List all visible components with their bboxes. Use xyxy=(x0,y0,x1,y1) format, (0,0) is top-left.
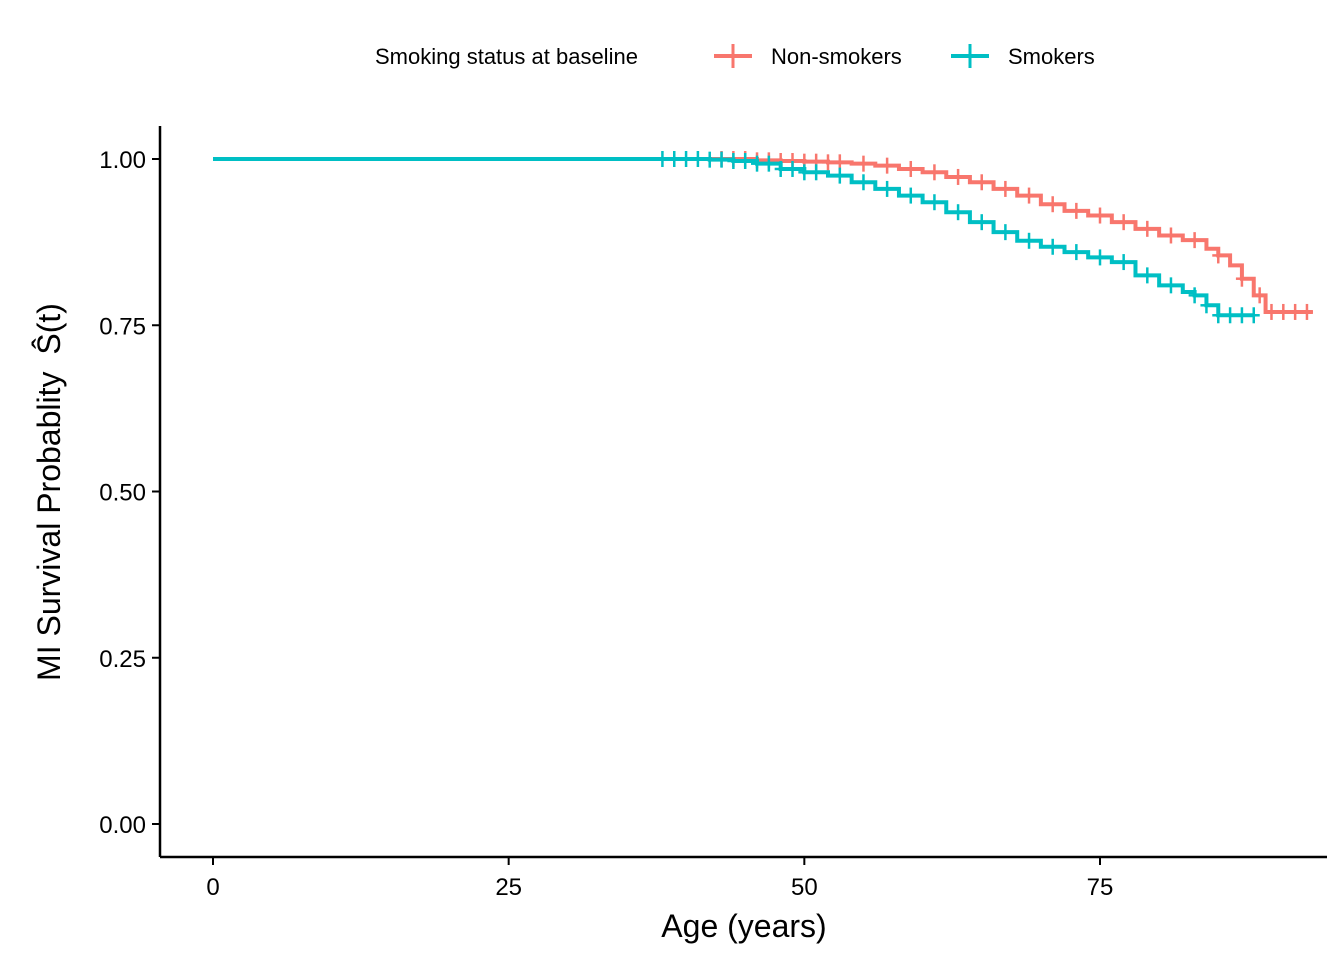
y-tick-label: 0.00 xyxy=(99,812,146,839)
y-axis-title-symbol: Ŝ(t) xyxy=(31,303,67,355)
censor-mark-smokers xyxy=(1200,297,1213,314)
censor-mark-non-smokers xyxy=(1277,303,1290,320)
censor-mark-smokers xyxy=(751,155,764,172)
series-non-smokers xyxy=(213,151,1313,320)
censor-mark-non-smokers xyxy=(1188,232,1201,249)
legend-key-smokers xyxy=(951,44,989,68)
censor-mark-smokers xyxy=(668,151,681,167)
censor-mark-non-smokers xyxy=(904,160,917,177)
censor-mark-non-smokers xyxy=(821,154,834,171)
censor-mark-smokers xyxy=(1046,238,1059,255)
censor-mark-smokers xyxy=(727,152,740,169)
legend-label-non-smokers: Non-smokers xyxy=(771,44,902,69)
censor-mark-smokers xyxy=(774,160,787,177)
censor-mark-non-smokers xyxy=(857,155,870,172)
censor-mark-non-smokers xyxy=(1235,270,1248,287)
legend-label-smokers: Smokers xyxy=(1008,44,1095,69)
series-smokers xyxy=(213,151,1260,324)
censor-mark-smokers xyxy=(904,187,917,204)
censor-mark-smokers xyxy=(762,155,775,172)
censor-mark-smokers xyxy=(833,167,846,184)
censor-mark-smokers xyxy=(1188,287,1201,304)
censor-mark-smokers xyxy=(691,151,704,167)
censor-mark-smokers xyxy=(680,151,693,167)
svg-text:MI Survival Probablity Ŝ: MI Survival Probablity Ŝ(t) xyxy=(31,303,67,681)
y-tick-label: 1.00 xyxy=(99,147,146,174)
censor-mark-smokers xyxy=(715,151,728,168)
censor-mark-non-smokers xyxy=(1070,202,1083,219)
censor-mark-non-smokers xyxy=(1094,207,1106,224)
x-tick-label: 75 xyxy=(1087,874,1114,901)
y-tick-label: 0.50 xyxy=(99,480,146,507)
censor-mark-non-smokers xyxy=(1141,220,1154,237)
censor-mark-non-smokers xyxy=(881,157,894,174)
censor-mark-smokers xyxy=(1247,307,1260,324)
censor-mark-non-smokers xyxy=(1289,303,1302,320)
censor-mark-non-smokers xyxy=(1117,214,1130,231)
censor-mark-smokers xyxy=(1224,307,1237,324)
censor-mark-smokers xyxy=(928,194,941,211)
censor-mark-non-smokers xyxy=(1265,303,1278,320)
y-axis-title: MI Survival Probablity Ŝ(t) xyxy=(31,303,67,681)
censor-mark-smokers xyxy=(1141,267,1154,284)
censor-mark-smokers xyxy=(786,160,799,177)
x-tick-label: 25 xyxy=(495,874,522,901)
censor-mark-smokers xyxy=(857,174,870,191)
censor-mark-smokers xyxy=(952,204,965,221)
censor-mark-smokers xyxy=(881,180,894,197)
censor-mark-smokers xyxy=(810,164,823,181)
x-axis-title: Age (years) xyxy=(661,908,826,944)
censor-mark-smokers xyxy=(1212,307,1225,324)
y-axis-title-text: MI Survival Probablity xyxy=(31,372,67,681)
censor-mark-smokers xyxy=(798,164,811,181)
censor-mark-smokers xyxy=(1164,277,1177,294)
censor-mark-non-smokers xyxy=(1212,247,1225,264)
y-tick-label: 0.25 xyxy=(99,646,146,673)
x-tick-label: 50 xyxy=(791,874,818,901)
censor-mark-smokers xyxy=(656,151,669,167)
censor-mark-smokers xyxy=(1023,232,1036,249)
censor-mark-non-smokers xyxy=(928,164,941,181)
censor-mark-non-smokers xyxy=(999,180,1012,197)
y-ticks: 0.00 0.25 0.50 0.75 1.00 xyxy=(99,147,160,839)
censor-mark-smokers xyxy=(1070,244,1083,261)
censor-mark-smokers xyxy=(703,151,716,168)
censor-mark-smokers xyxy=(1094,249,1106,266)
series-layer xyxy=(213,151,1313,324)
censor-mark-non-smokers xyxy=(1164,227,1177,244)
y-tick-label: 0.75 xyxy=(99,313,146,340)
censor-mark-smokers xyxy=(975,214,988,231)
censor-mark-smokers xyxy=(739,152,752,169)
censor-mark-non-smokers xyxy=(1253,287,1266,304)
legend-key-non-smokers xyxy=(714,44,752,68)
legend-title: Smoking status at baseline xyxy=(375,44,638,69)
censor-mark-smokers xyxy=(1235,307,1248,324)
censor-mark-non-smokers xyxy=(1046,196,1059,213)
series-line-smokers xyxy=(213,157,1254,318)
censor-mark-non-smokers xyxy=(952,168,965,185)
x-tick-label: 0 xyxy=(206,874,219,901)
x-ticks: 0 25 50 75 xyxy=(206,857,1113,901)
censor-mark-smokers xyxy=(999,224,1012,241)
censor-mark-non-smokers xyxy=(1300,303,1313,320)
censor-mark-non-smokers xyxy=(1023,187,1036,204)
censor-mark-non-smokers xyxy=(975,174,988,191)
legend: Smoking status at baseline Non-smokers S… xyxy=(375,44,1095,69)
censor-mark-smokers xyxy=(1117,254,1130,271)
